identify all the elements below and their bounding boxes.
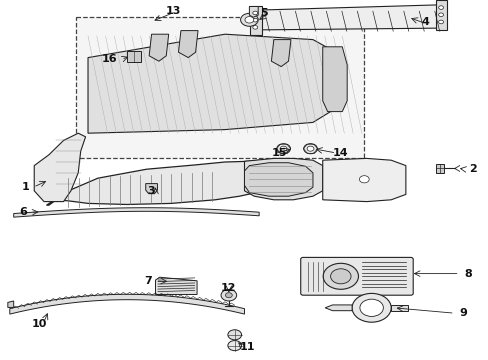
FancyBboxPatch shape <box>300 257 412 295</box>
Polygon shape <box>271 40 290 67</box>
Circle shape <box>303 144 317 154</box>
Text: 11: 11 <box>239 342 255 352</box>
Circle shape <box>252 18 257 22</box>
Circle shape <box>227 330 241 340</box>
Text: 7: 7 <box>143 276 151 286</box>
Circle shape <box>351 293 390 322</box>
Polygon shape <box>149 34 168 61</box>
Polygon shape <box>10 294 244 314</box>
Polygon shape <box>250 6 261 35</box>
Circle shape <box>227 341 241 351</box>
Circle shape <box>225 293 232 298</box>
Polygon shape <box>259 5 444 30</box>
Circle shape <box>240 13 258 26</box>
Bar <box>76 17 364 158</box>
Text: 9: 9 <box>459 308 467 318</box>
Text: 14: 14 <box>332 148 347 158</box>
Bar <box>127 51 141 62</box>
Text: 3: 3 <box>147 186 155 196</box>
Polygon shape <box>145 184 157 194</box>
Polygon shape <box>322 158 405 202</box>
Polygon shape <box>249 6 258 17</box>
Text: 6: 6 <box>19 207 27 217</box>
Polygon shape <box>46 160 283 205</box>
Polygon shape <box>34 133 85 202</box>
Circle shape <box>330 269 350 284</box>
Text: 4: 4 <box>421 17 428 27</box>
Polygon shape <box>88 34 342 133</box>
Polygon shape <box>325 305 351 311</box>
Polygon shape <box>435 0 447 30</box>
Text: 15: 15 <box>271 148 286 158</box>
Circle shape <box>359 299 383 316</box>
Text: 16: 16 <box>102 54 117 64</box>
Text: 1: 1 <box>21 182 29 192</box>
Circle shape <box>306 146 313 151</box>
Circle shape <box>221 289 236 301</box>
Circle shape <box>244 17 253 23</box>
Text: 13: 13 <box>165 6 181 16</box>
Text: 8: 8 <box>464 269 471 279</box>
Circle shape <box>323 263 358 289</box>
Circle shape <box>438 6 443 9</box>
Polygon shape <box>435 164 443 173</box>
Polygon shape <box>322 47 346 112</box>
Text: 10: 10 <box>31 319 47 329</box>
Polygon shape <box>244 163 312 196</box>
Polygon shape <box>8 301 14 307</box>
Circle shape <box>438 20 443 24</box>
Polygon shape <box>244 158 322 200</box>
Polygon shape <box>14 208 259 217</box>
Circle shape <box>252 26 257 29</box>
Polygon shape <box>178 31 198 58</box>
Polygon shape <box>155 277 197 294</box>
Text: 2: 2 <box>468 164 476 174</box>
Text: 12: 12 <box>221 283 236 293</box>
Circle shape <box>276 144 290 154</box>
Circle shape <box>252 11 257 15</box>
Circle shape <box>438 13 443 17</box>
Circle shape <box>359 176 368 183</box>
Circle shape <box>280 146 286 151</box>
Text: 5: 5 <box>260 8 267 18</box>
Polygon shape <box>390 305 407 311</box>
